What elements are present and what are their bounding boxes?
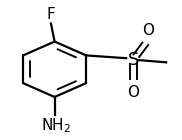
Text: O: O (127, 85, 139, 100)
Text: F: F (47, 7, 55, 22)
Text: NH$_2$: NH$_2$ (41, 116, 72, 135)
Text: S: S (128, 51, 139, 69)
Text: O: O (142, 23, 154, 38)
